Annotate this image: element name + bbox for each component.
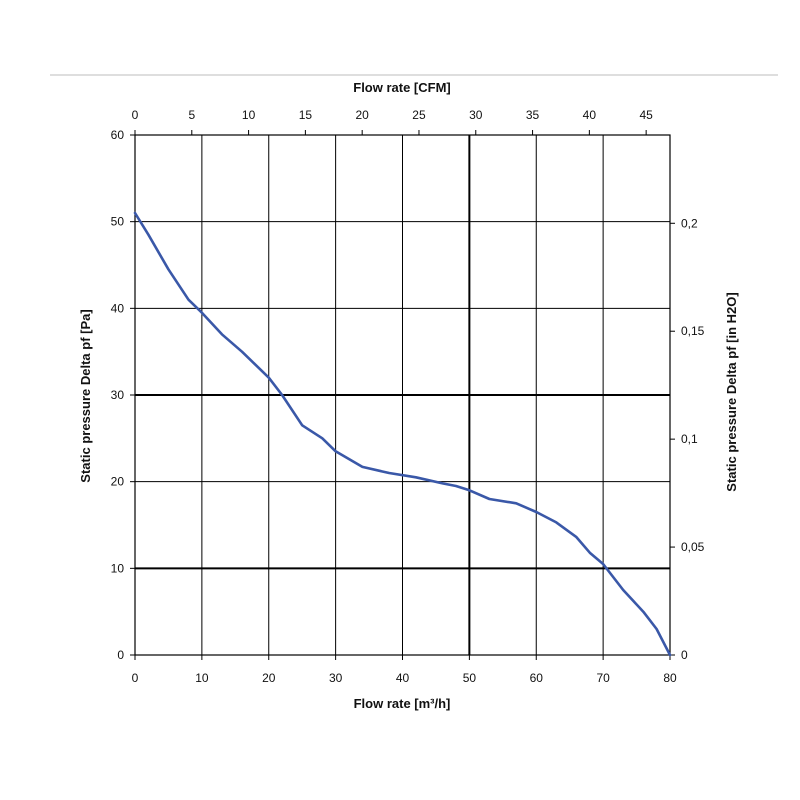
x2-tick-label: 10 (242, 108, 256, 122)
x-tick-label: 30 (329, 671, 343, 685)
y2-tick-label: 0,15 (681, 324, 705, 338)
y-tick-label: 10 (111, 561, 125, 575)
x2-tick-label: 45 (639, 108, 653, 122)
x2-tick-label: 25 (412, 108, 426, 122)
y2-tick-label: 0,05 (681, 540, 705, 554)
x-tick-label: 70 (596, 671, 610, 685)
tick-labels: 0 10 20 30 40 50 60 70 80 0 10 20 30 40 50 60 0 5 10 15 20 25… (111, 108, 705, 685)
y2-tick-label: 0,1 (681, 432, 698, 446)
y-tick-label: 20 (111, 475, 125, 489)
y2-tick-label: 0,2 (681, 216, 698, 230)
x2-tick-label: 5 (188, 108, 195, 122)
x-tick-label: 80 (663, 671, 677, 685)
series-line-0 (133, 211, 672, 657)
y-tick-label: 30 (111, 388, 125, 402)
y2-axis-title: Static pressure Delta pf [in H2O] (724, 292, 739, 491)
x2-tick-label: 30 (469, 108, 483, 122)
x-tick-label: 10 (195, 671, 209, 685)
y2-tick-label: 0 (681, 648, 688, 662)
x-tick-label: 40 (396, 671, 410, 685)
x2-tick-label: 15 (299, 108, 313, 122)
x2-tick-label: 20 (355, 108, 369, 122)
x-tick-label: 50 (463, 671, 477, 685)
y-tick-label: 60 (111, 128, 125, 142)
x-axis-title: Flow rate [m³/h] (354, 696, 451, 711)
x2-tick-label: 35 (526, 108, 540, 122)
y-tick-label: 40 (111, 301, 125, 315)
x2-tick-label: 40 (583, 108, 597, 122)
y-tick-label: 50 (111, 215, 125, 229)
series-layer (133, 211, 672, 657)
y-tick-label: 0 (117, 648, 124, 662)
x2-axis-title: Flow rate [CFM] (353, 80, 451, 95)
y-axis-title: Static pressure Delta pf [Pa] (78, 309, 93, 482)
x2-tick-label: 0 (132, 108, 139, 122)
x-tick-label: 20 (262, 671, 276, 685)
x-tick-label: 60 (530, 671, 544, 685)
x-tick-label: 0 (132, 671, 139, 685)
gridlines (135, 135, 670, 655)
